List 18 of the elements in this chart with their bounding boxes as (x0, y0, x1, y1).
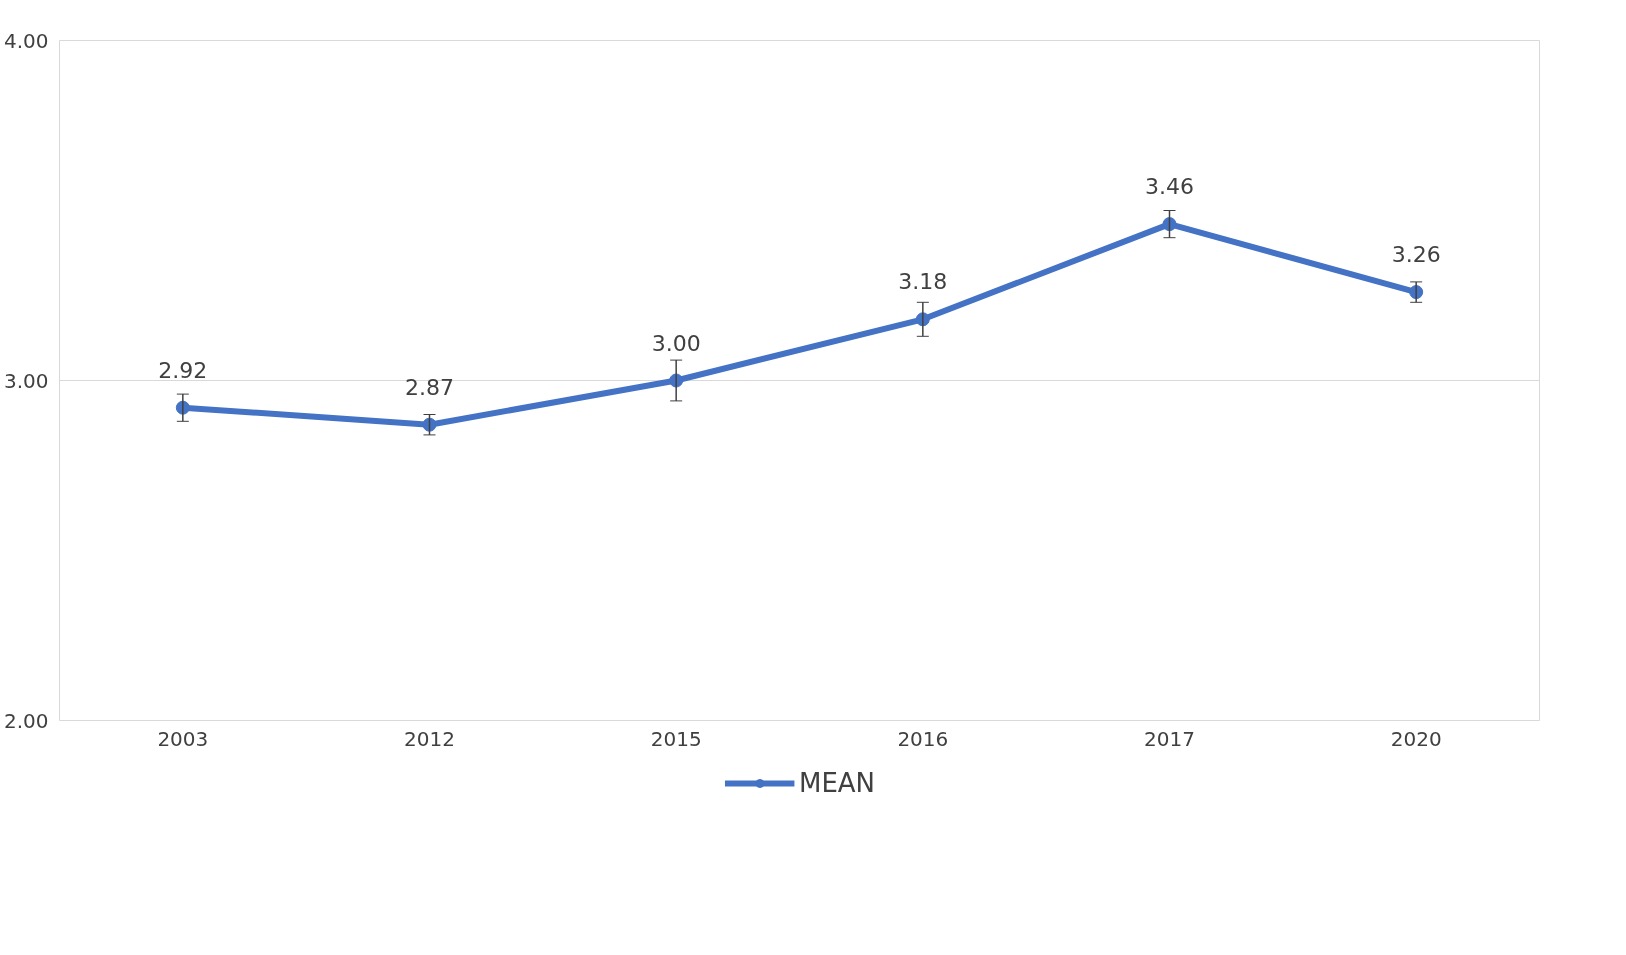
x-tick-label: 2020 (1390, 726, 1442, 751)
y-tick-label: 4.00 (3, 28, 49, 53)
data-label: 3.00 (651, 330, 701, 356)
data-label: 3.46 (1145, 174, 1194, 200)
point (1162, 217, 1177, 232)
data-label: 3.26 (1391, 242, 1441, 268)
y-tick-label: 3.00 (3, 368, 49, 393)
x-tick-label: 2016 (897, 726, 949, 751)
x-tick-label: 2012 (404, 726, 455, 751)
legend-label: MEAN (798, 768, 876, 798)
point (422, 417, 437, 432)
x-tick-label: 2015 (650, 726, 702, 751)
x-tick-label: 2017 (1144, 726, 1195, 751)
data-label: 3.18 (898, 269, 948, 295)
x-tick-label: 2003 (157, 726, 209, 751)
y-tick-label: 2.00 (3, 708, 49, 733)
data-label: 2.92 (158, 357, 208, 383)
data-label: 2.87 (405, 374, 454, 400)
